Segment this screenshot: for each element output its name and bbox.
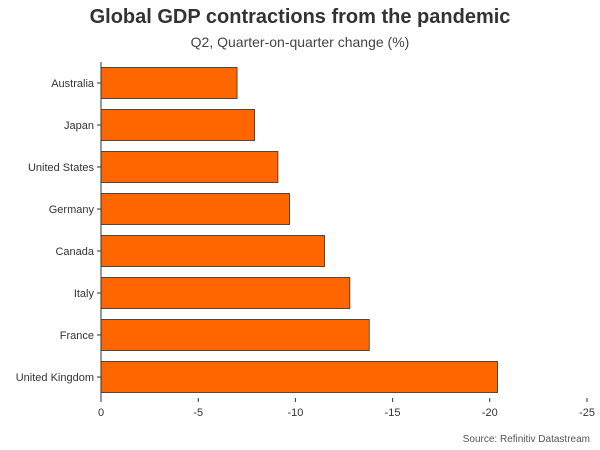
bar-united-kingdom <box>100 361 498 393</box>
category-label: United States <box>28 162 95 174</box>
x-tick-label: 0 <box>98 407 104 419</box>
chart-title: Global GDP contractions from the pandemi… <box>89 6 511 28</box>
bar-france <box>100 319 370 351</box>
chart-subtitle: Q2, Quarter-on-quarter change (%) <box>190 34 410 50</box>
bar-italy <box>100 277 351 309</box>
bars-layer <box>100 67 498 393</box>
category-label: France <box>60 330 94 342</box>
category-labels: Australia Japan United States Germany Canada… <box>16 78 101 384</box>
x-axis: 0 -5 -10 -15 -20 -25 <box>98 398 595 419</box>
bar-japan <box>100 109 255 141</box>
category-label: Germany <box>49 204 95 216</box>
category-label: Japan <box>64 120 94 132</box>
bar-canada <box>100 235 325 267</box>
bar-united-states <box>100 151 279 183</box>
bar-germany <box>100 193 290 225</box>
category-label: Australia <box>51 78 95 90</box>
x-tick-label: -20 <box>482 407 498 419</box>
x-tick-label: -25 <box>579 407 595 419</box>
category-label: United Kingdom <box>16 372 94 384</box>
category-label: Canada <box>55 246 94 258</box>
category-label: Italy <box>74 288 95 300</box>
x-tick-label: -15 <box>385 407 401 419</box>
source-note: Source: Refinitiv Datastream <box>462 434 590 445</box>
x-tick-label: -10 <box>287 407 303 419</box>
x-tick-label: -5 <box>193 407 203 419</box>
bar-australia <box>100 67 238 99</box>
